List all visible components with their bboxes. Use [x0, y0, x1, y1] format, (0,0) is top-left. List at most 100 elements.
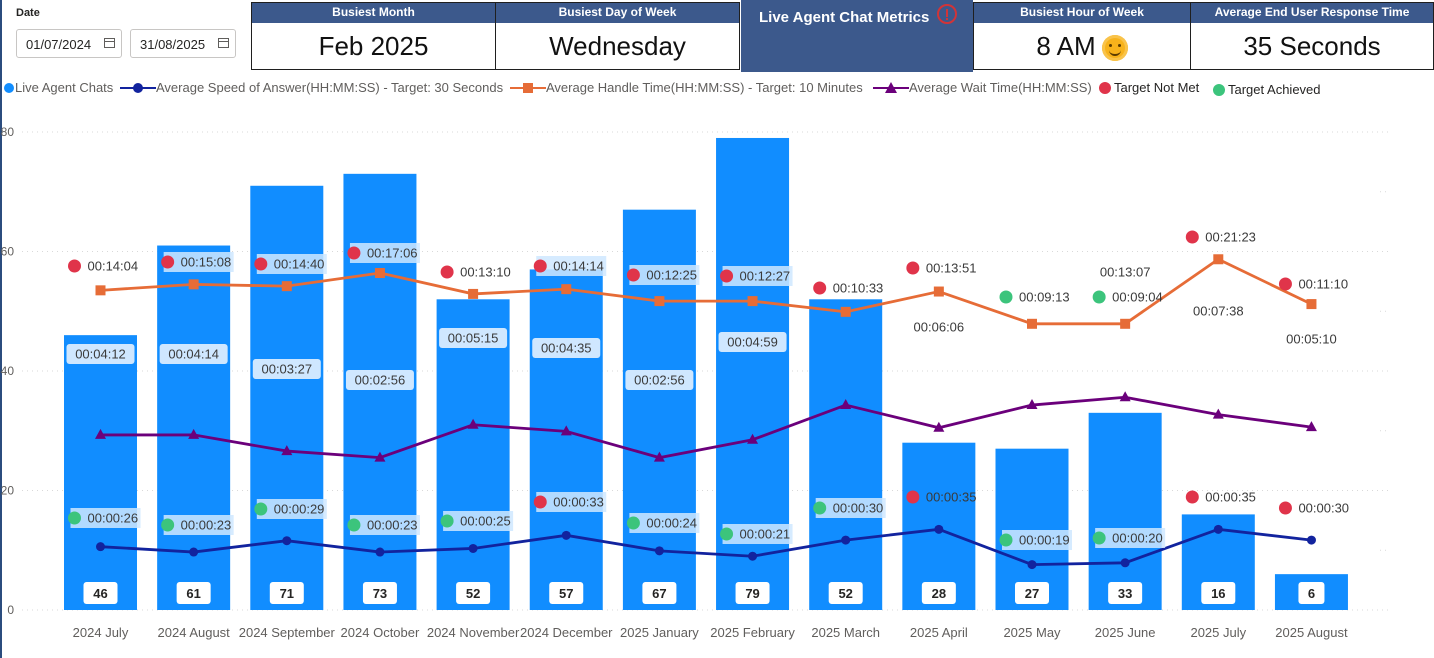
awt-marker [560, 425, 572, 436]
aht-data-label: 00:14:40 [274, 257, 325, 272]
date-filter-label: Date [16, 7, 40, 19]
calendar-icon[interactable] [104, 38, 115, 48]
bar-value-bg [828, 582, 863, 604]
aht-data-label: 00:11:10 [1298, 277, 1348, 292]
awt-data-label: 00:07:38 [1193, 304, 1244, 319]
bar-value-label: 52 [838, 586, 852, 601]
end-date-input[interactable]: 31/08/2025 [130, 29, 236, 58]
bar-value-bg [735, 582, 770, 604]
aht-data-label: 00:13:10 [460, 265, 511, 280]
legend-item-not-met[interactable]: Target Not Met [1098, 78, 1199, 98]
aht-status-dot [161, 255, 175, 269]
legend-item-achieved[interactable]: Target Achieved [1212, 80, 1321, 100]
bar [1088, 412, 1162, 610]
bar-value-bg [642, 582, 677, 604]
bar [343, 173, 417, 610]
aht-label-bg [722, 266, 793, 286]
asa-label-bg [536, 492, 607, 512]
legend-item-asa[interactable]: Average Speed of Answer(HH:MM:SS) - Targ… [120, 78, 503, 98]
bar-value-label: 71 [280, 586, 294, 601]
asa-data-label: 00:00:20 [1112, 531, 1163, 546]
awt-data-label: 00:13:07 [1100, 265, 1151, 280]
awt-marker [1119, 391, 1131, 402]
aht-marker [1213, 254, 1224, 265]
asa-marker [375, 547, 385, 557]
x-tick-label: 2025 August [1275, 625, 1348, 640]
asa-status-dot [533, 495, 547, 509]
awt-data-label: 00:04:59 [727, 335, 778, 350]
asa-label-bg [443, 511, 514, 531]
legend-item-aht[interactable]: Average Handle Time(HH:MM:SS) - Target: … [510, 78, 863, 98]
awt-data-label: 00:03:27 [261, 362, 312, 377]
asa-label-bg [629, 513, 700, 533]
aht-label-bg [163, 252, 234, 272]
aht-data-label: 00:09:13 [1019, 290, 1070, 305]
aht-status-dot [1185, 230, 1199, 244]
bar-value-bg [921, 582, 956, 604]
asa-marker [748, 551, 758, 561]
asa-data-label: 00:00:23 [181, 518, 232, 533]
aht-status-dot [813, 281, 827, 295]
awt-marker [653, 451, 665, 462]
x-tick-label: 2025 January [620, 625, 699, 640]
x-tick-label: 2024 November [427, 625, 520, 640]
legend-label: Average Wait Time(HH:MM:SS) [909, 80, 1092, 95]
bar-value-bg [83, 582, 118, 604]
awt-marker [747, 433, 759, 444]
asa-data-label: 00:00:19 [1019, 533, 1070, 548]
bar-value-label: 6 [1308, 586, 1315, 601]
aht-status-dot [254, 257, 268, 271]
asa-label-bg [815, 498, 886, 518]
kpi-value: Wednesday [549, 31, 686, 61]
asa-data-label: 00:00:21 [740, 527, 791, 542]
awt-line [100, 395, 1312, 460]
start-date-input[interactable]: 01/07/2024 [16, 29, 122, 58]
bar-value-label: 79 [745, 586, 759, 601]
aht-data-label: 00:13:51 [926, 261, 977, 276]
aht-status-dot [720, 269, 734, 283]
bar-value-label: 33 [1118, 586, 1132, 601]
kpi-label: Busiest Hour of Week [974, 3, 1190, 23]
awt-marker [95, 428, 106, 439]
aht-marker [747, 296, 758, 307]
aht-data-label: 00:17:06 [367, 246, 418, 261]
bar-value-bg [549, 582, 584, 604]
smiley-sun-icon [1101, 35, 1128, 62]
kpi-value: Feb 2025 [318, 31, 429, 61]
kpi-busiest-month: Busiest Month Feb 2025 [251, 2, 496, 70]
aht-marker [1306, 299, 1317, 310]
asa-status-dot [254, 502, 268, 516]
asa-status-dot [906, 490, 920, 504]
y-tick-label: 80 [1, 125, 15, 139]
legend-label: Average Speed of Answer(HH:MM:SS) - Targ… [156, 80, 504, 95]
aht-marker [468, 288, 479, 299]
bar-value-label: 28 [932, 586, 946, 601]
asa-marker [1306, 535, 1316, 545]
x-tick-label: 2024 August [158, 625, 231, 640]
calendar-icon[interactable] [218, 38, 229, 48]
x-tick-label: 2025 February [710, 625, 795, 640]
legend-item-chats[interactable]: Live Agent Chats [3, 78, 113, 98]
asa-status-dot [347, 518, 361, 532]
info-icon[interactable] [937, 4, 957, 24]
aht-status-dot [1092, 290, 1106, 304]
kpi-label: Average End User Response Time [1191, 3, 1433, 23]
bar-value-bg [1201, 582, 1236, 604]
aht-data-label: 00:14:14 [553, 259, 604, 274]
left-edge-rule [0, 0, 2, 658]
bar [529, 269, 603, 610]
bar [809, 299, 883, 610]
legend-item-awt[interactable]: Average Wait Time(HH:MM:SS) [873, 78, 1092, 98]
awt-marker [1212, 408, 1224, 419]
aht-marker [374, 268, 385, 279]
awt-marker [1305, 421, 1317, 432]
awt-data-label-bg [625, 370, 694, 390]
awt-data-label: 00:02:56 [355, 373, 406, 388]
asa-data-label: 00:00:33 [553, 495, 604, 510]
asa-marker [1213, 524, 1223, 534]
aht-data-label: 00:09:04 [1112, 290, 1163, 305]
aht-label-bg [349, 243, 420, 263]
x-tick-label: 2025 March [811, 625, 880, 640]
asa-marker [282, 536, 292, 546]
aht-marker [1120, 318, 1131, 329]
